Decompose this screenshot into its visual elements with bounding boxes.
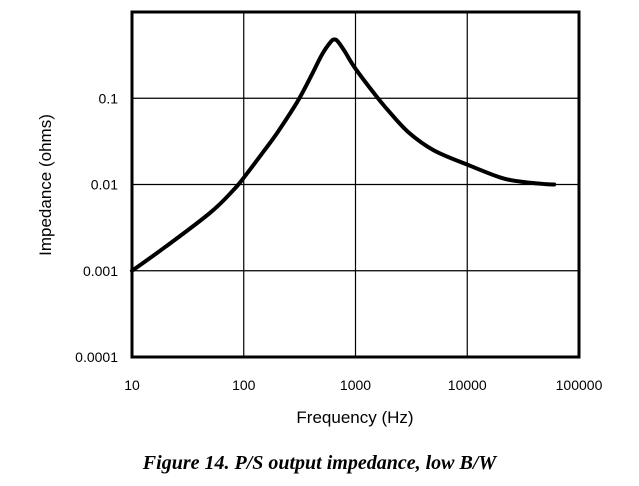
y-axis-title: Impedance (ohms) <box>36 114 55 256</box>
y-tick-label: 0.1 <box>99 90 119 106</box>
x-tick-label: 10000 <box>448 377 487 393</box>
x-axis-title: Frequency (Hz) <box>296 408 413 427</box>
figure-caption: Figure 14. P/S output impedance, low B/W <box>142 452 497 474</box>
x-tick-label: 1000 <box>340 377 371 393</box>
y-tick-label: 0.001 <box>83 263 118 279</box>
x-axis-ticks: 10 100 1000 10000 100000 <box>124 377 602 393</box>
x-tick-label: 100000 <box>556 377 603 393</box>
impedance-curve <box>130 37 557 273</box>
grid <box>131 12 580 358</box>
y-tick-label: 0.01 <box>91 177 118 193</box>
y-axis-ticks: 0.0001 0.001 0.01 0.1 <box>75 90 118 365</box>
plot-area <box>130 10 581 359</box>
impedance-chart: 10 100 1000 10000 100000 0.00010.0010.010.1 … <box>36 10 603 427</box>
y-tick-label: 0.0001 <box>75 349 118 365</box>
x-tick-label: 10 <box>124 377 140 393</box>
x-tick-label: 100 <box>232 377 256 393</box>
